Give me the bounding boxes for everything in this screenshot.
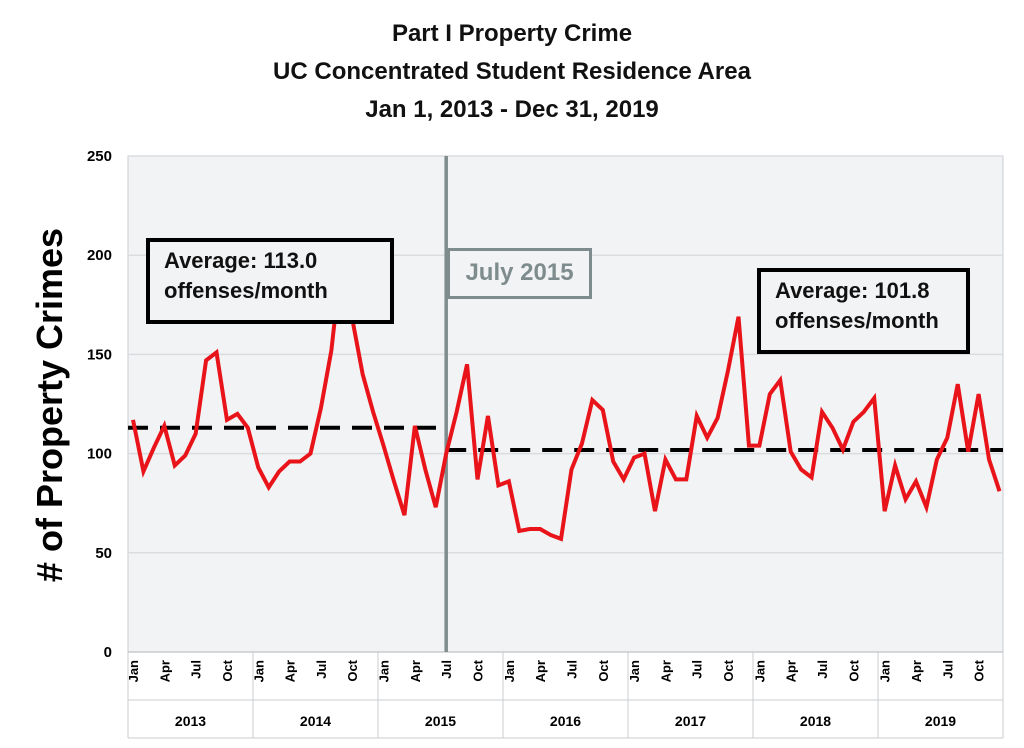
month-tick-label: Jan xyxy=(502,660,517,682)
month-tick-label: Jan xyxy=(377,660,392,682)
month-tick-label: Oct xyxy=(345,659,360,681)
average-annotation-before: Average: 113.0 offenses/month xyxy=(146,238,394,324)
month-tick-label: Apr xyxy=(533,660,548,682)
month-tick-label: Oct xyxy=(471,659,486,681)
average-unit-label: offenses/month xyxy=(775,308,939,333)
year-label: 2015 xyxy=(425,713,456,729)
y-tick-label: 100 xyxy=(87,446,112,463)
month-tick-label: Jan xyxy=(126,660,141,682)
month-tick-label: Jan xyxy=(752,660,767,682)
year-label: 2017 xyxy=(675,713,706,729)
y-tick-label: 150 xyxy=(87,346,112,363)
month-tick-label: Apr xyxy=(408,660,423,682)
marker-annotation: July 2015 xyxy=(447,248,592,299)
month-tick-label: Oct xyxy=(846,659,861,681)
month-tick-label: Jul xyxy=(815,660,830,679)
year-label: 2018 xyxy=(800,713,831,729)
month-tick-label: Jul xyxy=(690,660,705,679)
month-tick-label: Apr xyxy=(283,660,298,682)
average-value-label: Average: 101.8 xyxy=(775,278,930,303)
month-tick-label: Oct xyxy=(220,659,235,681)
month-tick-label: Oct xyxy=(721,659,736,681)
y-axis-label: # of Property Crimes xyxy=(29,227,70,583)
chart-title-line2: UC Concentrated Student Residence Area xyxy=(273,58,751,85)
y-tick-label: 250 xyxy=(87,148,112,165)
month-tick-label: Jan xyxy=(627,660,642,682)
month-tick-label: Jul xyxy=(940,660,955,679)
month-tick-label: Oct xyxy=(596,659,611,681)
average-annotation-after: Average: 101.8 offenses/month xyxy=(757,268,970,354)
month-tick-label: Jan xyxy=(878,660,893,682)
month-tick-label: Jul xyxy=(439,660,454,679)
month-tick-label: Apr xyxy=(784,660,799,682)
month-tick-label: Oct xyxy=(972,659,987,681)
chart-title-line1: Part I Property Crime xyxy=(391,20,633,47)
month-tick-label: Jul xyxy=(314,660,329,679)
month-tick-label: Apr xyxy=(157,660,172,682)
chart-title-line3: Jan 1, 2013 - Dec 31, 2019 xyxy=(365,96,659,123)
year-label: 2019 xyxy=(925,713,956,729)
series-line xyxy=(131,256,1002,542)
year-label: 2014 xyxy=(300,713,331,729)
average-unit-label: offenses/month xyxy=(164,278,328,303)
y-tick-label: 200 xyxy=(87,247,112,264)
y-tick-label: 0 xyxy=(104,644,112,661)
month-tick-label: Jul xyxy=(189,660,204,679)
y-tick-label: 50 xyxy=(95,545,112,562)
month-tick-label: Apr xyxy=(658,660,673,682)
month-tick-label: Jul xyxy=(564,660,579,679)
month-tick-label: Jan xyxy=(251,660,266,682)
month-tick-label: Apr xyxy=(909,660,924,682)
year-label: 2013 xyxy=(175,713,206,729)
year-label: 2016 xyxy=(550,713,581,729)
average-value-label: Average: 113.0 xyxy=(164,248,318,273)
